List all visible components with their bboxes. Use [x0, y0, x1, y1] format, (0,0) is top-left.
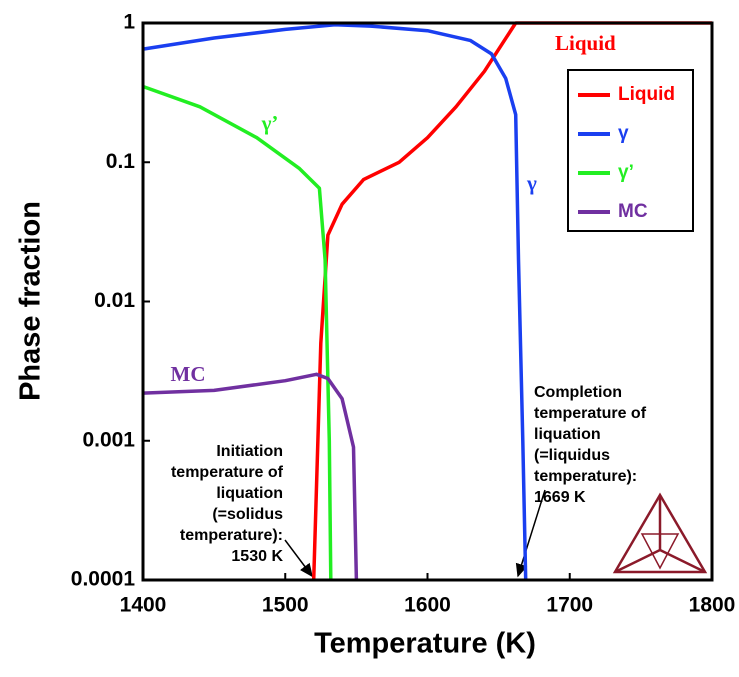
series-label: γ	[526, 171, 537, 195]
series-label: γ’	[261, 111, 279, 135]
y-tick-label: 0.01	[94, 289, 135, 312]
x-tick-label: 1700	[546, 594, 593, 617]
x-axis-label: Temperature (K)	[314, 628, 536, 660]
annotation: (=solidus	[212, 506, 283, 523]
legend-label: Liquid	[618, 84, 675, 105]
y-tick-label: 1	[123, 11, 135, 34]
y-tick-label: 0.001	[82, 428, 135, 451]
arrow	[515, 489, 546, 578]
annotation: temperature of	[534, 405, 647, 422]
x-tick-label: 1600	[404, 594, 451, 617]
arrow	[284, 539, 313, 578]
annotation: temperature):	[534, 468, 637, 485]
legend-label: γ’	[618, 162, 634, 183]
annotation: (=liquidus	[534, 447, 610, 464]
y-tick-label: 0.0001	[71, 568, 136, 591]
annotation: Completion	[534, 384, 622, 401]
annotation: Initiation	[216, 443, 283, 460]
series-label: Liquid	[555, 31, 616, 55]
x-tick-label: 1500	[262, 594, 309, 617]
plot-frame	[141, 21, 714, 582]
annotation: liquation	[216, 485, 283, 502]
legend-label: MC	[618, 201, 648, 222]
logo	[612, 492, 708, 574]
annotation: 1669 K	[534, 489, 586, 506]
series-label: MC	[171, 362, 206, 386]
legend-label: γ	[618, 123, 629, 144]
annotation: temperature of	[171, 464, 284, 481]
y-tick-label: 0.1	[106, 150, 136, 173]
series-line	[142, 84, 333, 581]
x-tick-label: 1800	[689, 594, 736, 617]
annotation: liquation	[534, 426, 601, 443]
series-line	[142, 372, 359, 581]
x-tick-label: 1400	[120, 594, 167, 617]
annotation: 1530 K	[231, 548, 283, 565]
y-axis-label: Phase fraction	[15, 201, 47, 401]
series-line	[142, 23, 528, 581]
annotation: temperature):	[180, 527, 283, 544]
